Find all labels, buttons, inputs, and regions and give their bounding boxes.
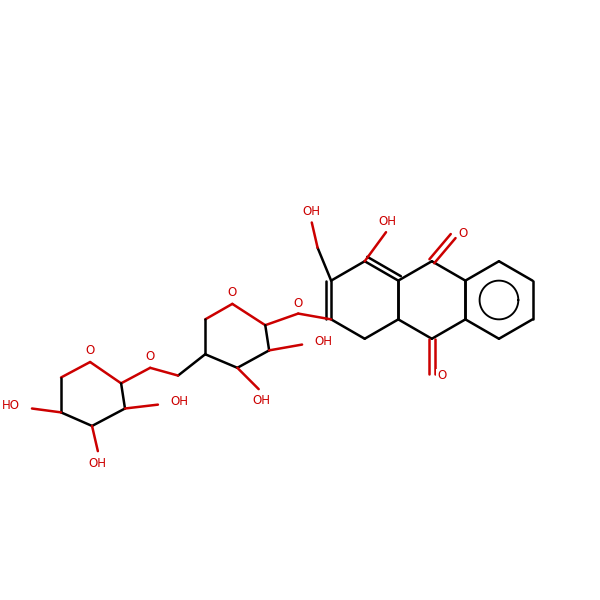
Text: O: O xyxy=(293,297,303,310)
Text: OH: OH xyxy=(314,335,332,348)
Text: OH: OH xyxy=(303,205,321,218)
Text: HO: HO xyxy=(1,399,19,412)
Text: OH: OH xyxy=(253,394,271,407)
Text: O: O xyxy=(228,286,237,299)
Text: O: O xyxy=(146,350,155,363)
Text: OH: OH xyxy=(378,215,396,229)
Text: O: O xyxy=(85,344,95,357)
Text: O: O xyxy=(458,227,467,240)
Text: OH: OH xyxy=(170,395,188,408)
Text: O: O xyxy=(437,370,446,382)
Text: OH: OH xyxy=(89,457,107,470)
